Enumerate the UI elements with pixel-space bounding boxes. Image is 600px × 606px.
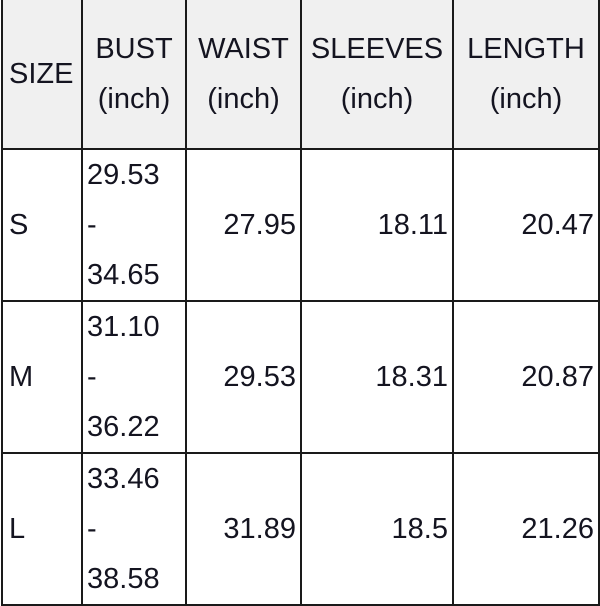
bust-max: 38.58 [87, 563, 160, 595]
bust-cell: 33.46 - 38.58 [81, 452, 187, 606]
length-cell: 21.26 [452, 452, 600, 606]
bust-separator: - [87, 513, 97, 545]
header-title: BUST [95, 33, 173, 65]
length-cell: 20.87 [452, 300, 600, 454]
waist-cell: 29.53 [185, 300, 302, 454]
bust-min: 29.53 [87, 159, 160, 191]
sleeves-cell: 18.5 [300, 452, 454, 606]
bust-cell: 31.10 - 36.22 [81, 300, 187, 454]
bust-separator: - [87, 361, 97, 393]
header-title: WAIST [198, 33, 289, 65]
header-row: SIZE BUST (inch) WAIST (inch) SLEEVES (inch… [1, 0, 600, 150]
bust-max: 36.22 [87, 411, 160, 443]
sleeves-cell: 18.31 [300, 300, 454, 454]
bust-min: 33.46 [87, 463, 160, 495]
size-cell: S [1, 148, 83, 302]
header-bust: BUST (inch) [81, 0, 187, 150]
sleeves-cell: 18.11 [300, 148, 454, 302]
size-cell: L [1, 452, 83, 606]
bust-cell: 29.53 - 34.65 [81, 148, 187, 302]
header-size: SIZE [1, 0, 83, 150]
length-cell: 20.47 [452, 148, 600, 302]
header-unit: (inch) [489, 83, 563, 115]
header-title: LENGTH [467, 33, 585, 65]
bust-max: 34.65 [87, 259, 160, 291]
table-row: M 31.10 - 36.22 29.53 18.31 20.87 [1, 300, 600, 454]
bust-separator: - [87, 209, 97, 241]
header-title: SIZE [9, 58, 74, 90]
header-unit: (inch) [340, 83, 414, 115]
header-unit: (inch) [97, 83, 171, 115]
table-row: L 33.46 - 38.58 31.89 18.5 21.26 [1, 452, 600, 606]
waist-cell: 31.89 [185, 452, 302, 606]
header-waist: WAIST (inch) [185, 0, 302, 150]
bust-min: 31.10 [87, 311, 160, 343]
header-length: LENGTH (inch) [452, 0, 600, 150]
header-sleeves: SLEEVES (inch) [300, 0, 454, 150]
size-cell: M [1, 300, 83, 454]
waist-cell: 27.95 [185, 148, 302, 302]
header-title: SLEEVES [310, 33, 444, 65]
header-unit: (inch) [207, 83, 280, 115]
table-row: S 29.53 - 34.65 27.95 18.11 20.47 [1, 148, 600, 302]
